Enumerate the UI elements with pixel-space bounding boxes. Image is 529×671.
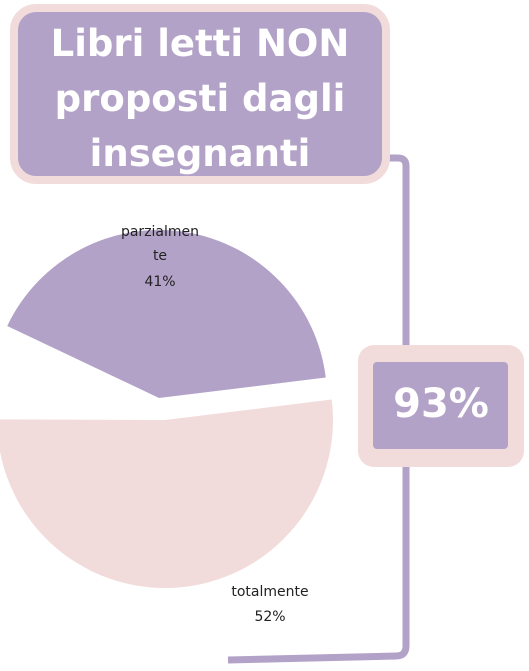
slice-label: totalmente bbox=[231, 584, 308, 600]
title-box bbox=[10, 4, 390, 184]
slice-value-label: 52% bbox=[254, 609, 285, 625]
pie-slice bbox=[7, 230, 326, 398]
connector-top bbox=[385, 154, 410, 348]
total-label: 93% bbox=[393, 381, 489, 427]
connector-bottom bbox=[227, 462, 410, 664]
pie-slice bbox=[0, 399, 333, 588]
slice-value-label: 41% bbox=[144, 274, 175, 290]
chart-title: Libri letti NON proposti dagli insegnanti bbox=[51, 22, 350, 175]
total-box-inner bbox=[373, 362, 508, 449]
slice-label: parzialmen te bbox=[121, 224, 199, 264]
pie bbox=[0, 230, 333, 588]
